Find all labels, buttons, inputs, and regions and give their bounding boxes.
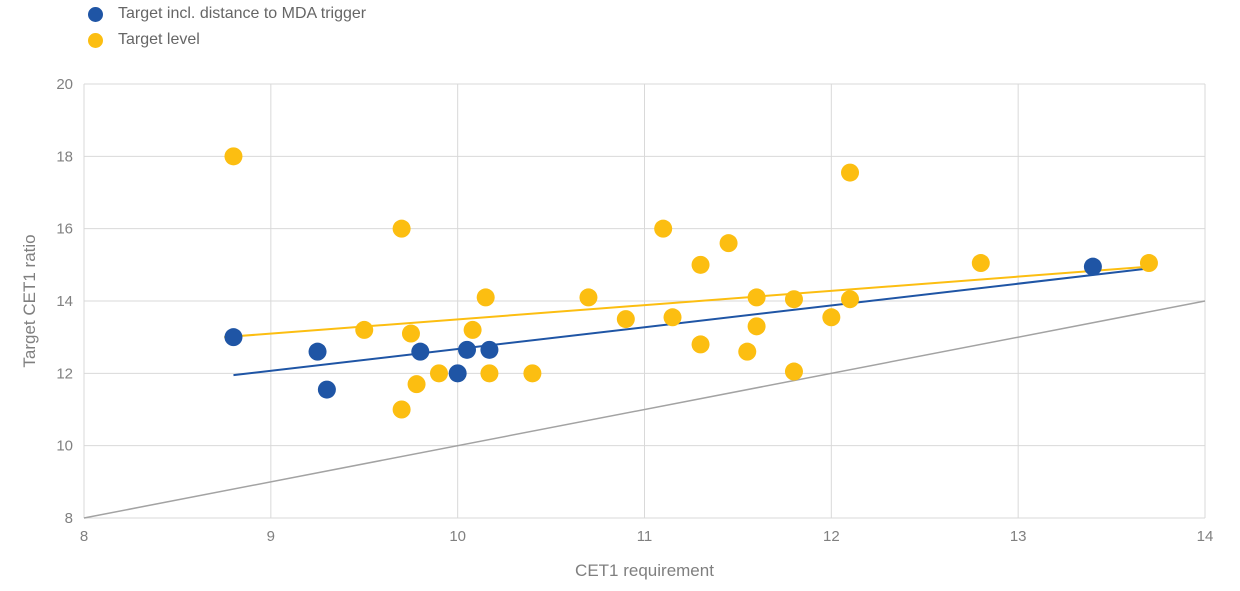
scatter-point-level xyxy=(738,342,757,361)
legend-label-target-mda-distance: Target incl. distance to MDA trigger xyxy=(118,5,367,22)
x-tick-label: 14 xyxy=(1197,528,1214,545)
scatter-point-mda-distance xyxy=(458,340,477,359)
scatter-point-level xyxy=(392,400,411,419)
x-tick-label: 8 xyxy=(80,528,88,545)
scatter-point-level xyxy=(691,335,710,354)
scatter-point-mda-distance xyxy=(317,380,336,399)
scatter-point-level xyxy=(407,375,426,394)
scatter-point-level xyxy=(523,364,542,383)
legend-label-target-level: Target level xyxy=(118,31,200,48)
scatter-point-mda-distance xyxy=(1083,257,1102,276)
y-tick-label: 12 xyxy=(56,365,73,382)
y-tick-label: 20 xyxy=(56,76,73,93)
legend-marker-yellow-circle-icon xyxy=(88,32,103,48)
scatter-point-level xyxy=(691,255,710,274)
scatter-point-level xyxy=(719,234,738,253)
scatter-point-level xyxy=(747,288,766,307)
y-tick-label: 16 xyxy=(56,221,73,238)
scatter-point-level xyxy=(579,288,598,307)
scatter-point-level xyxy=(784,290,803,309)
scatter-point-level xyxy=(663,308,682,327)
identity-reference-line xyxy=(83,300,1206,519)
scatter-point-level xyxy=(476,288,495,307)
scatter-point-level xyxy=(224,147,243,166)
legend-item-target-mda-distance: Target incl. distance to MDA trigger xyxy=(88,5,366,23)
scatter-point-level xyxy=(392,219,411,238)
scatter-point-level xyxy=(401,324,420,343)
legend-item-target-level: Target level xyxy=(88,31,366,49)
x-tick-label: 10 xyxy=(449,528,466,545)
scatter-point-level xyxy=(355,320,374,339)
scatter-point-mda-distance xyxy=(308,342,327,361)
scatter-point-level xyxy=(747,317,766,336)
y-tick-label: 14 xyxy=(56,293,73,310)
scatter-point-mda-distance xyxy=(411,342,430,361)
x-tick-label: 11 xyxy=(637,528,653,545)
legend: Target incl. distance to MDA trigger Tar… xyxy=(88,5,366,49)
y-tick-label: 10 xyxy=(56,438,73,455)
y-tick-label: 18 xyxy=(56,148,73,165)
trendline-level xyxy=(224,265,1150,339)
scatter-point-level xyxy=(784,362,803,381)
scatter-point-level xyxy=(616,310,635,329)
x-axis-label: CET1 requirement xyxy=(575,561,714,580)
scatter-point-mda-distance xyxy=(224,328,243,347)
scatter-point-level xyxy=(480,364,499,383)
scatter-point-level xyxy=(822,308,841,327)
scatter-point-level xyxy=(429,364,448,383)
scatter-point-level xyxy=(841,163,860,182)
scatter-point-level xyxy=(1139,254,1158,273)
scatter-point-level xyxy=(463,320,482,339)
scatter-point-mda-distance xyxy=(448,364,467,383)
x-tick-label: 13 xyxy=(1010,528,1027,545)
legend-marker-blue-circle-icon xyxy=(88,6,103,22)
x-tick-label: 9 xyxy=(267,528,275,545)
y-axis-label: Target CET1 ratio xyxy=(20,234,39,368)
scatter-point-level xyxy=(971,254,990,273)
trendline-mda-distance xyxy=(233,267,1150,377)
y-tick-label: 8 xyxy=(65,510,73,527)
x-tick-label: 12 xyxy=(823,528,840,545)
scatter-point-level xyxy=(841,290,860,309)
scatter-point-mda-distance xyxy=(480,340,499,359)
scatter-point-level xyxy=(654,219,673,238)
